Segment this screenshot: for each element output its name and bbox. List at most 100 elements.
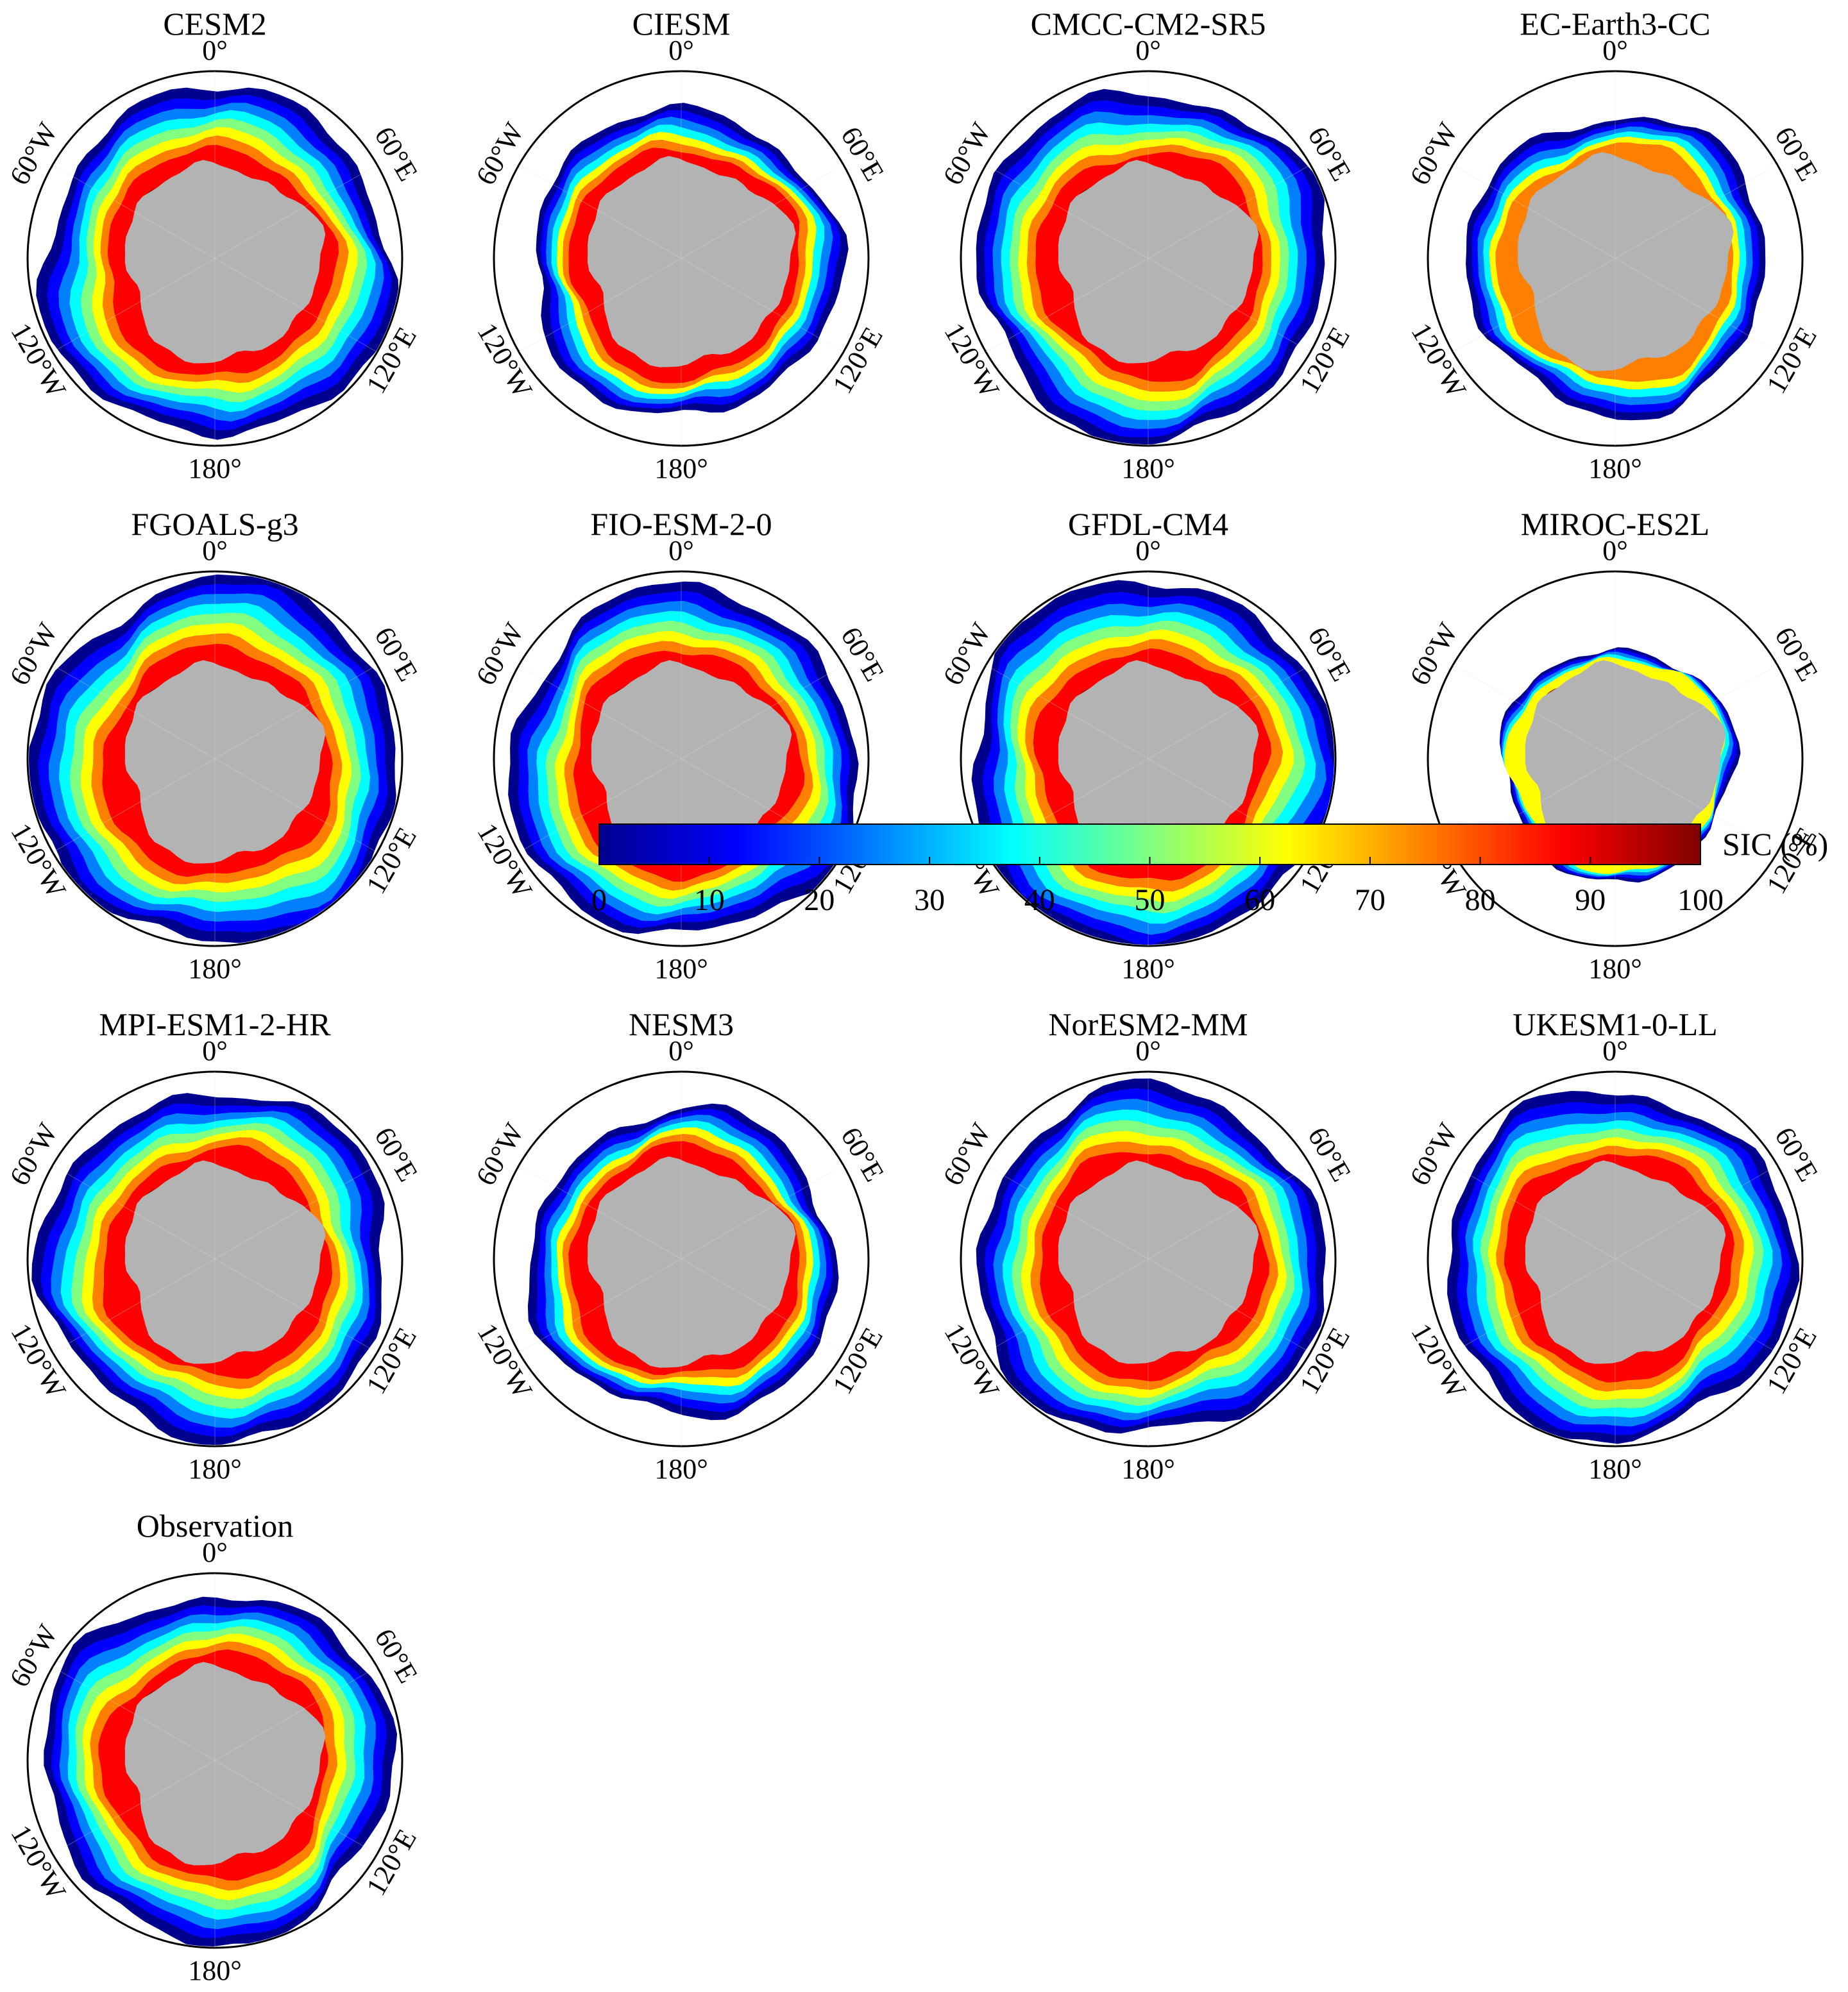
meridian-line <box>214 1165 378 1260</box>
sea-ice-field <box>31 1093 385 1445</box>
meridian-line <box>1452 1258 1616 1353</box>
antarctica-land <box>124 1662 326 1866</box>
antarctica-land <box>124 1160 326 1364</box>
meridian-line <box>214 664 378 759</box>
colorbar <box>598 823 1701 865</box>
longitude-label: 0° <box>1602 1035 1628 1067</box>
meridian-line <box>52 258 216 353</box>
meridian-line <box>985 664 1149 759</box>
meridian-line <box>681 258 844 353</box>
longitude-label: 180° <box>188 453 242 484</box>
antarctica-land <box>1518 152 1734 371</box>
antarctica-land <box>588 1156 796 1368</box>
longitude-label: 0° <box>1135 35 1161 66</box>
longitude-label: 0° <box>1135 1035 1161 1067</box>
longitude-label: 180° <box>654 1453 708 1485</box>
meridian-line <box>518 164 682 259</box>
colorbar-tick-label: 60 <box>1244 883 1276 917</box>
longitude-label: 180° <box>1588 1453 1642 1485</box>
meridian-line <box>52 758 216 853</box>
meridian-line <box>518 664 682 759</box>
colorbar-tick-label: 10 <box>693 883 725 917</box>
longitude-label: 0° <box>202 35 228 66</box>
panel-title: GFDL-CM4 <box>1067 506 1229 542</box>
panel-title: UKESM1-0-LL <box>1513 1006 1718 1042</box>
sea-ice-field <box>29 574 396 944</box>
meridian-line <box>681 664 844 759</box>
antarctic-peninsula <box>604 1205 636 1247</box>
meridian-line <box>681 164 844 259</box>
meridian-line <box>214 164 378 259</box>
meridian-line <box>985 258 1149 353</box>
meridian-line <box>1452 664 1616 759</box>
longitude-label: 180° <box>1588 953 1642 984</box>
longitude-label: 180° <box>654 953 708 984</box>
longitude-label: 0° <box>202 1537 228 1568</box>
meridian-line <box>1452 258 1616 353</box>
antarctica-land <box>1058 660 1259 864</box>
meridian-line <box>1452 164 1616 259</box>
meridian-line <box>52 1165 216 1260</box>
meridian-line <box>214 258 378 353</box>
colorbar-tick-label: 0 <box>591 883 607 917</box>
sea-ice-field <box>44 1596 398 1946</box>
meridian-line <box>1148 164 1311 259</box>
panel-title: MPI-ESM1-2-HR <box>99 1006 331 1042</box>
colorbar-tick-label: 70 <box>1354 883 1386 917</box>
longitude-label: 0° <box>202 535 228 566</box>
longitude-label: 0° <box>668 535 694 566</box>
meridian-line <box>681 1165 844 1260</box>
longitude-label: 180° <box>1121 953 1175 984</box>
antarctic-peninsula <box>1071 205 1103 247</box>
sea-ice-field <box>976 89 1325 444</box>
meridian-line <box>214 1666 378 1761</box>
panel-title: Observation <box>136 1508 294 1544</box>
antarctic-peninsula <box>604 205 636 247</box>
antarctica-land <box>1525 660 1726 864</box>
meridian-line <box>1148 1165 1311 1260</box>
meridian-line <box>985 1258 1149 1353</box>
sea-ice-field <box>527 1103 839 1421</box>
meridian-line <box>518 1258 682 1353</box>
panel-title: FGOALS-g3 <box>131 506 299 542</box>
meridian-line <box>518 758 682 853</box>
meridian-line <box>518 1165 682 1260</box>
meridian-line <box>1452 1165 1616 1260</box>
longitude-label: 0° <box>668 35 694 66</box>
meridian-line <box>1148 664 1311 759</box>
antarctic-peninsula <box>1538 705 1570 747</box>
antarctic-peninsula <box>138 1205 170 1247</box>
meridian-line <box>518 258 682 353</box>
meridian-line <box>1148 1258 1311 1353</box>
meridian-line <box>214 758 378 853</box>
longitude-label: 0° <box>202 1035 228 1067</box>
panel-title: MIROC-ES2L <box>1520 506 1710 542</box>
antarctica-land <box>124 660 326 864</box>
antarctic-peninsula <box>1538 1205 1570 1247</box>
longitude-label: 180° <box>1588 453 1642 484</box>
longitude-label: 180° <box>1121 453 1175 484</box>
colorbar-tick-label: 30 <box>914 883 945 917</box>
sea-ice-field <box>536 103 849 414</box>
panel-title: FIO-ESM-2-0 <box>590 506 772 542</box>
antarctica-land <box>588 156 796 367</box>
longitude-label: 0° <box>1602 535 1628 566</box>
meridian-line <box>52 1258 216 1353</box>
longitude-label: 0° <box>668 1035 694 1067</box>
longitude-label: 0° <box>1602 35 1628 66</box>
colorbar-tick-label: 40 <box>1024 883 1055 917</box>
panel-title: NESM3 <box>629 1006 734 1042</box>
sea-ice-field <box>1466 117 1766 421</box>
antarctic-peninsula <box>1538 205 1570 247</box>
longitude-label: 180° <box>188 1955 242 1986</box>
longitude-label: 180° <box>188 953 242 984</box>
meridian-line <box>1615 758 1778 853</box>
meridian-line <box>681 1258 844 1353</box>
